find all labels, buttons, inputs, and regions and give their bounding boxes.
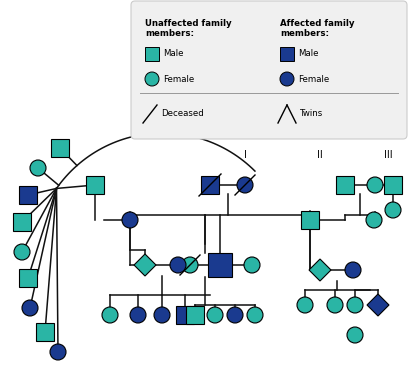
Circle shape xyxy=(182,257,198,273)
Circle shape xyxy=(247,307,263,323)
Text: Twins: Twins xyxy=(300,109,323,119)
Circle shape xyxy=(385,202,401,218)
Circle shape xyxy=(366,212,382,228)
Circle shape xyxy=(347,297,363,313)
Circle shape xyxy=(50,344,66,360)
Circle shape xyxy=(170,257,186,273)
Circle shape xyxy=(327,297,343,313)
Bar xyxy=(51,139,69,157)
Circle shape xyxy=(244,257,260,273)
Circle shape xyxy=(30,160,46,176)
Circle shape xyxy=(227,307,243,323)
Circle shape xyxy=(237,177,253,193)
Polygon shape xyxy=(309,259,331,281)
Circle shape xyxy=(122,212,138,228)
Circle shape xyxy=(367,177,383,193)
Bar xyxy=(384,176,402,194)
Bar xyxy=(201,176,219,194)
Text: II: II xyxy=(317,150,323,160)
Text: III: III xyxy=(384,150,392,160)
Circle shape xyxy=(22,300,38,316)
Circle shape xyxy=(14,244,30,260)
Bar xyxy=(13,213,31,231)
Text: Male: Male xyxy=(163,49,184,59)
Bar xyxy=(186,306,204,324)
Bar xyxy=(301,211,319,229)
Text: Female: Female xyxy=(163,74,194,84)
Bar xyxy=(19,269,37,287)
Circle shape xyxy=(280,72,294,86)
Text: Affected family
members:: Affected family members: xyxy=(280,19,355,38)
Text: I: I xyxy=(244,150,246,160)
Bar xyxy=(208,253,232,277)
Polygon shape xyxy=(367,294,389,316)
Circle shape xyxy=(347,327,363,343)
Bar xyxy=(36,323,54,341)
Circle shape xyxy=(207,307,223,323)
Text: Deceased: Deceased xyxy=(161,109,204,119)
Circle shape xyxy=(154,307,170,323)
Bar xyxy=(19,186,37,204)
Circle shape xyxy=(145,72,159,86)
Bar xyxy=(145,47,159,61)
Text: Female: Female xyxy=(298,74,329,84)
Bar xyxy=(336,176,354,194)
Text: Unaffected family
members:: Unaffected family members: xyxy=(145,19,232,38)
Bar xyxy=(176,306,194,324)
FancyBboxPatch shape xyxy=(131,1,407,139)
Bar xyxy=(280,47,294,61)
Circle shape xyxy=(130,307,146,323)
Polygon shape xyxy=(134,254,156,276)
Text: Male: Male xyxy=(298,49,319,59)
Bar xyxy=(86,176,104,194)
Circle shape xyxy=(102,307,118,323)
Circle shape xyxy=(297,297,313,313)
Circle shape xyxy=(345,262,361,278)
